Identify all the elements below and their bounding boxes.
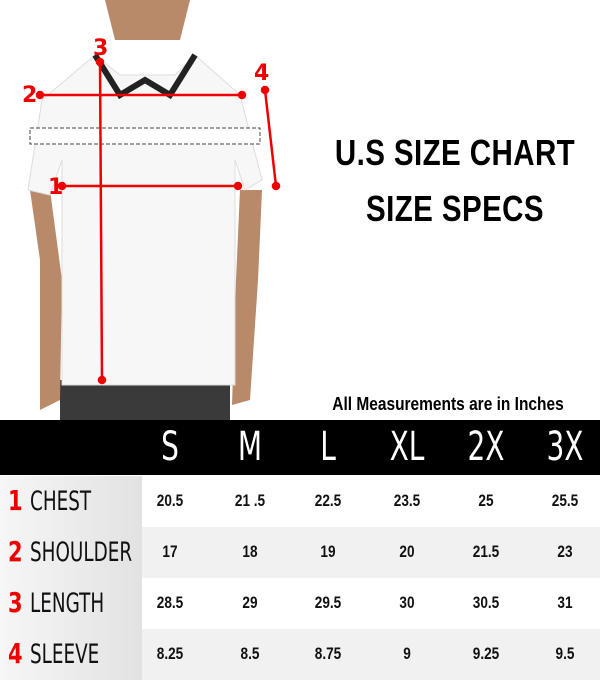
value-cell: 17 — [162, 542, 178, 561]
row-number: 4 — [8, 637, 23, 670]
value-cell: 23 — [557, 542, 573, 561]
value-cell: 18 — [242, 542, 258, 561]
value-cell: 22.5 — [314, 491, 342, 510]
value-cell: 30 — [399, 593, 415, 612]
model-jeans — [60, 380, 230, 420]
value-cell: 20 — [399, 542, 415, 561]
row-label: LENGTH — [30, 588, 105, 619]
value-cell: 19 — [320, 542, 336, 561]
value-cell: 23.5 — [393, 491, 421, 510]
row-label-cell: 4 SLEEVE — [0, 629, 142, 680]
value-cell: 20.5 — [156, 491, 184, 510]
value-cell: 21.5 — [472, 542, 500, 561]
value-cell: 29 — [242, 593, 258, 612]
size-s: S — [161, 424, 179, 470]
value-cell: 9 — [403, 644, 411, 663]
size-header-row: S M L XL 2X 3X — [0, 420, 600, 475]
marker-1: 1 — [48, 175, 63, 200]
value-cell: 28.5 — [156, 593, 184, 612]
size-xl: XL — [389, 424, 425, 470]
value-cell: 31 — [557, 593, 573, 612]
row-label: CHEST — [30, 486, 92, 517]
table-row-length: 3 LENGTH 28.5 29 29.5 30 30.5 31 — [0, 578, 600, 629]
measurement-note: All Measurements are in Inches — [332, 394, 564, 414]
shirt-photo: 1 2 3 4 — [0, 0, 300, 420]
row-label: SLEEVE — [30, 639, 100, 670]
title-size-specs: SIZE SPECS — [366, 188, 544, 229]
value-cell: 9.5 — [555, 644, 575, 663]
marker-3: 3 — [93, 36, 108, 61]
value-cell: 8.75 — [314, 644, 342, 663]
value-cell: 25.5 — [551, 491, 579, 510]
value-cell: 9.25 — [472, 644, 500, 663]
row-number: 1 — [8, 484, 23, 517]
polo-shirt — [27, 54, 263, 386]
table-row-chest: 1 CHEST 20.5 21 .5 22.5 23.5 25 25.5 — [0, 476, 600, 527]
marker-4: 4 — [254, 61, 269, 86]
model-neck — [105, 0, 190, 40]
value-cell: 29.5 — [314, 593, 342, 612]
value-cell: 21 .5 — [234, 491, 266, 510]
table-row-shoulder: 2 SHOULDER 17 18 19 20 21.5 23 — [0, 527, 600, 578]
value-cell: 30.5 — [472, 593, 500, 612]
row-number: 3 — [8, 586, 23, 619]
size-m: M — [237, 424, 263, 470]
table-row-sleeve: 4 SLEEVE 8.25 8.5 8.75 9 9.25 9.5 — [0, 629, 600, 680]
title-us-size-chart: U.S SIZE CHART — [334, 132, 576, 173]
row-label-cell: 1 CHEST — [0, 476, 142, 527]
value-cell: 25 — [478, 491, 494, 510]
row-label-cell: 2 SHOULDER — [0, 527, 142, 578]
size-l: L — [320, 424, 336, 470]
size-2x: 2X — [467, 424, 505, 470]
size-3x: 3X — [546, 424, 584, 470]
row-number: 2 — [8, 535, 23, 568]
marker-2: 2 — [22, 83, 37, 108]
value-cell: 8.25 — [156, 644, 184, 663]
value-cell: 8.5 — [240, 644, 260, 663]
row-label-cell: 3 LENGTH — [0, 578, 142, 629]
row-label: SHOULDER — [30, 537, 133, 568]
